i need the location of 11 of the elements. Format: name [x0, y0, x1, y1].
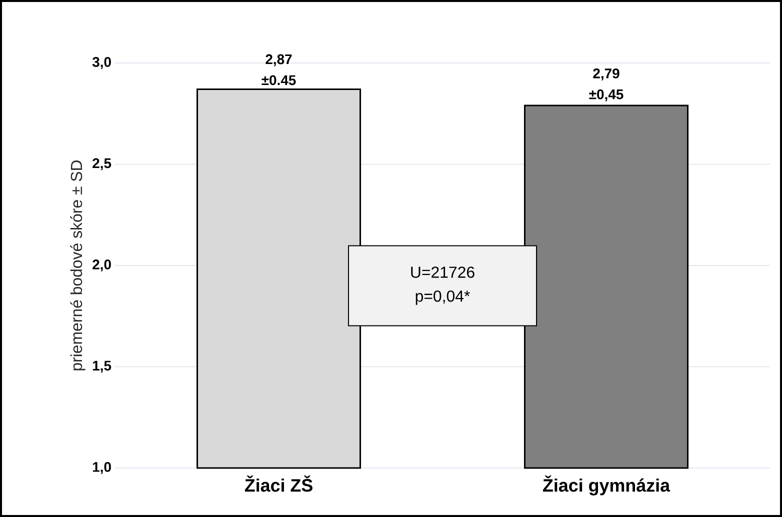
y-tick-label: 1,0 [92, 462, 111, 474]
y-tick-label: 2,5 [92, 158, 112, 170]
data-label: 2,87 ±0.45 [262, 54, 296, 86]
x-tick-label: Žiaci ZŠ [244, 475, 312, 492]
y-tick-label: 2,0 [92, 260, 111, 272]
annotation: U=21726 p=0,04* [411, 266, 474, 305]
y-axis-title: priemerné bodové skóre ± SD [70, 160, 86, 370]
data-label: 2,79 ±0,45 [589, 68, 624, 102]
y-tick-label: 3,0 [92, 57, 111, 69]
x-tick-label: Žiaci gymnázia [543, 475, 670, 496]
y-tick-label: 1,5 [92, 360, 112, 373]
